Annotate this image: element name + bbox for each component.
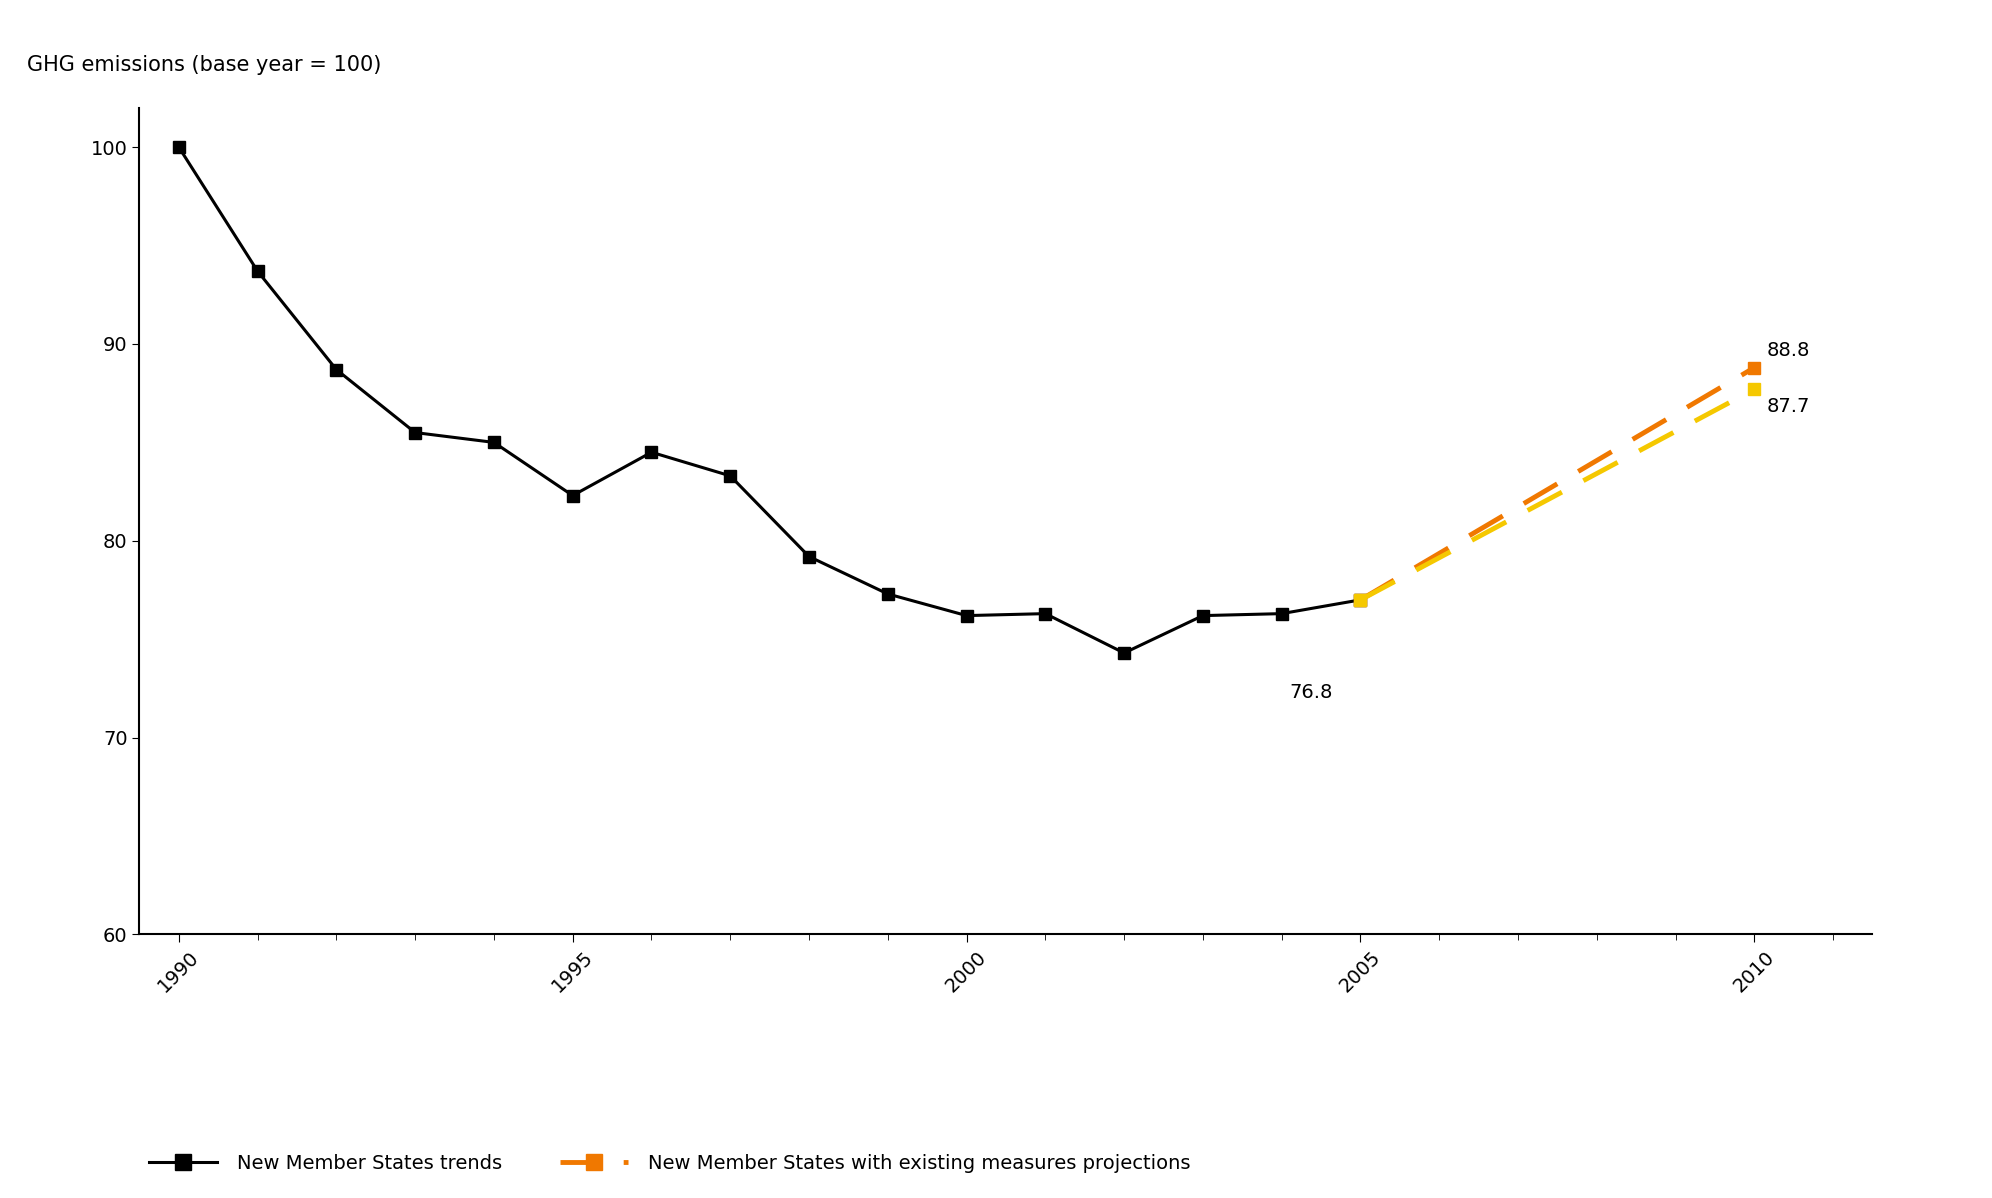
New Member States with additional measures projections <box>1743 382 1767 397</box>
New Member States trends <box>245 264 269 278</box>
Line: New Member States with existing measures projections: New Member States with existing measures… <box>1355 362 1761 606</box>
New Member States trends <box>1269 606 1293 621</box>
New Member States trends <box>1349 593 1372 607</box>
New Member States trends <box>797 550 821 564</box>
New Member States trends <box>482 435 506 449</box>
New Member States trends <box>562 489 586 503</box>
Text: 88.8: 88.8 <box>1767 340 1809 359</box>
New Member States trends <box>719 468 743 483</box>
New Member States trends <box>1112 646 1135 660</box>
New Member States trends <box>1034 606 1058 621</box>
Line: New Member States with additional measures projections: New Member States with additional measur… <box>1355 383 1761 606</box>
Text: GHG emissions (base year = 100): GHG emissions (base year = 100) <box>26 55 380 74</box>
New Member States trends <box>876 587 900 601</box>
New Member States trends <box>325 362 349 376</box>
Line: New Member States trends: New Member States trends <box>173 141 1367 659</box>
Text: 87.7: 87.7 <box>1767 398 1809 416</box>
Text: 76.8: 76.8 <box>1289 683 1333 702</box>
New Member States with additional measures projections <box>1349 593 1372 607</box>
New Member States trends <box>402 425 426 440</box>
New Member States trends <box>639 446 663 460</box>
New Member States trends <box>167 140 191 155</box>
New Member States with existing measures projections <box>1349 593 1372 607</box>
New Member States with existing measures projections <box>1743 361 1767 375</box>
New Member States trends <box>1191 609 1215 623</box>
New Member States trends <box>954 609 978 623</box>
